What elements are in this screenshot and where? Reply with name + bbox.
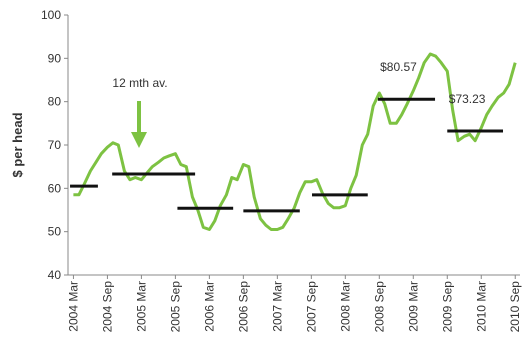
- annotation-arrow: [131, 101, 147, 148]
- x-tick-label: 2009 Sep: [440, 281, 454, 333]
- x-tick-label: 2010 Sep: [508, 281, 522, 333]
- x-tick-label: 2004 Mar: [66, 281, 80, 332]
- y-tick-label: 90: [48, 51, 62, 65]
- x-tick-label: 2010 Mar: [474, 281, 488, 332]
- y-tick-label: 80: [48, 95, 62, 109]
- value-label: $73.23: [449, 92, 486, 106]
- y-axis-label: $ per head: [10, 112, 25, 177]
- y-tick-label: 50: [48, 225, 62, 239]
- y-tick-label: 100: [41, 8, 61, 22]
- x-tick-label: 2006 Mar: [202, 281, 216, 332]
- x-tick-label: 2006 Sep: [236, 281, 250, 333]
- x-tick-label: 2004 Sep: [100, 281, 114, 333]
- y-tick-label: 70: [48, 138, 62, 152]
- y-tick-label: 60: [48, 181, 62, 195]
- x-tick-label: 2005 Mar: [134, 281, 148, 332]
- x-tick-label: 2007 Sep: [304, 281, 318, 333]
- value-label: $80.57: [380, 60, 417, 74]
- x-tick-label: 2008 Sep: [372, 281, 386, 333]
- annotation: 12 mth av.: [112, 76, 167, 90]
- y-tick-label: 40: [48, 268, 62, 282]
- x-tick-label: 2008 Mar: [338, 281, 352, 332]
- x-tick-label: 2007 Mar: [270, 281, 284, 332]
- x-tick-label: 2005 Sep: [168, 281, 182, 333]
- x-tick-label: 2009 Mar: [406, 281, 420, 332]
